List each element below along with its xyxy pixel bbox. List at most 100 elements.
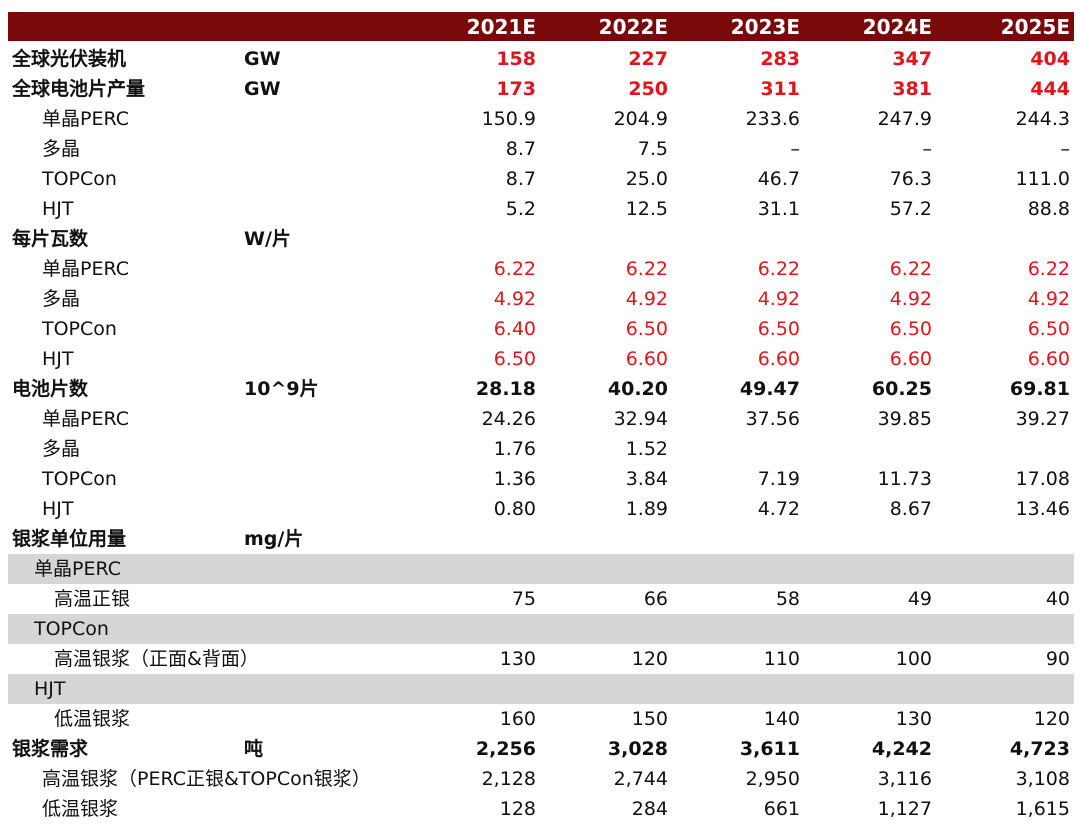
cell-2023E: 46.7 (757, 168, 800, 190)
cell-2023E: 6.22 (757, 258, 800, 280)
row-label: HJT (42, 348, 74, 370)
cell-2021E: 28.18 (475, 378, 536, 400)
cell-2025E: 90 (1045, 648, 1070, 670)
cell-2024E: 49 (907, 588, 932, 610)
header-year-2024E: 2024E (862, 15, 932, 39)
table-row: TOPCon (8, 614, 1074, 644)
cell-2021E: 8.7 (505, 138, 536, 160)
cell-2023E: 7.19 (757, 468, 800, 490)
table-row: 高温银浆（正面&背面） 130 120 110 100 90 (8, 644, 1074, 674)
cell-2025E: 244.3 (1015, 108, 1070, 130)
table-row: TOPCon 8.7 25.0 46.7 76.3 111.0 (8, 164, 1074, 194)
row-unit: mg/片 (244, 528, 304, 550)
cell-2025E: 17.08 (1015, 468, 1070, 490)
cell-2021E: 160 (499, 708, 536, 730)
cell-2021E: 4.92 (493, 288, 536, 310)
table-row: 多晶 1.76 1.52 (8, 434, 1074, 464)
cell-2022E: 6.60 (625, 348, 668, 370)
cell-2023E: 31.1 (757, 198, 800, 220)
table-row: 电池片数 10^9片 28.18 40.20 49.47 60.25 69.81 (8, 374, 1074, 404)
cell-2023E: 37.56 (745, 408, 800, 430)
row-label: HJT (42, 198, 74, 220)
cell-2023E: 661 (763, 798, 800, 820)
cell-2023E: 4.72 (757, 498, 800, 520)
cell-2024E: 8.67 (889, 498, 932, 520)
row-label: TOPCon (42, 318, 117, 340)
row-label: 单晶PERC (42, 408, 129, 430)
cell-2021E: 150.9 (481, 108, 536, 130)
table-row: 低温银浆 128 284 661 1,127 1,615 (8, 794, 1074, 824)
cell-2021E: 2,256 (475, 738, 536, 760)
cell-2021E: 6.50 (493, 348, 536, 370)
cell-2022E: 25.0 (625, 168, 668, 190)
table-row: 单晶PERC 6.22 6.22 6.22 6.22 6.22 (8, 254, 1074, 284)
cell-2023E: 311 (760, 78, 800, 100)
cell-2022E: 250 (628, 78, 668, 100)
cell-2023E: 2,950 (745, 768, 800, 790)
table-row: 银浆需求 吨 2,256 3,028 3,611 4,242 4,723 (8, 734, 1074, 764)
cell-2022E: 2,744 (613, 768, 668, 790)
cell-2023E: 110 (763, 648, 800, 670)
cell-2023E: 140 (763, 708, 800, 730)
cell-2024E: 57.2 (889, 198, 932, 220)
cell-2023E: 49.47 (739, 378, 800, 400)
cell-2025E: 6.22 (1027, 258, 1070, 280)
table-row: 高温正银 75 66 58 49 40 (8, 584, 1074, 614)
cell-2021E: 2,128 (481, 768, 536, 790)
cell-2024E: – (922, 138, 933, 160)
cell-2021E: 128 (499, 798, 536, 820)
cell-2022E: 1.52 (625, 438, 668, 460)
cell-2024E: 100 (895, 648, 932, 670)
cell-2022E: 12.5 (625, 198, 668, 220)
table-row: 多晶 4.92 4.92 4.92 4.92 4.92 (8, 284, 1074, 314)
table-row: 每片瓦数 W/片 (8, 224, 1074, 254)
cell-2024E: 3,116 (877, 768, 932, 790)
cell-2022E: 284 (631, 798, 668, 820)
table-row: HJT 6.50 6.60 6.60 6.60 6.60 (8, 344, 1074, 374)
table-row: 全球电池片产量 GW 173 250 311 381 444 (8, 74, 1074, 104)
cell-2025E: 404 (1030, 48, 1070, 70)
row-label: 单晶PERC (42, 108, 129, 130)
cell-2022E: 204.9 (613, 108, 668, 130)
cell-2021E: 8.7 (505, 168, 536, 190)
table-row: HJT 5.2 12.5 31.1 57.2 88.8 (8, 194, 1074, 224)
cell-2022E: 32.94 (613, 408, 668, 430)
cell-2023E: 6.50 (757, 318, 800, 340)
row-label: 多晶 (42, 438, 81, 460)
cell-2021E: 5.2 (505, 198, 536, 220)
row-label: 高温银浆（PERC正银&TOPCon银浆） (42, 768, 371, 790)
row-label: 单晶PERC (42, 258, 129, 280)
row-label: 全球电池片产量 (12, 78, 146, 100)
cell-2025E: 39.27 (1015, 408, 1070, 430)
cell-2024E: 39.85 (877, 408, 932, 430)
cell-2022E: 3,028 (607, 738, 668, 760)
table-row: 多晶 8.7 7.5 – – – (8, 134, 1074, 164)
cell-2025E: 3,108 (1015, 768, 1070, 790)
row-label: 高温银浆（正面&背面） (54, 648, 259, 670)
cell-2024E: 76.3 (889, 168, 932, 190)
cell-2021E: 173 (496, 78, 536, 100)
row-label: 多晶 (42, 138, 81, 160)
row-unit: GW (244, 78, 281, 100)
cell-2025E: 13.46 (1015, 498, 1070, 520)
row-unit: W/片 (244, 228, 291, 250)
cell-2024E: 6.22 (889, 258, 932, 280)
cell-2025E: 444 (1030, 78, 1070, 100)
cell-2023E: 283 (760, 48, 800, 70)
cell-2024E: 11.73 (877, 468, 932, 490)
table-row: 单晶PERC (8, 554, 1074, 584)
table-row: 低温银浆 160 150 140 130 120 (8, 704, 1074, 734)
cell-2021E: 24.26 (481, 408, 536, 430)
cell-2024E: 381 (892, 78, 932, 100)
cell-2025E: – (1060, 138, 1071, 160)
cell-2022E: 227 (628, 48, 668, 70)
cell-2024E: 6.50 (889, 318, 932, 340)
cell-2023E: 6.60 (757, 348, 800, 370)
cell-2021E: 75 (511, 588, 536, 610)
cell-2021E: 130 (499, 648, 536, 670)
cell-2024E: 60.25 (871, 378, 932, 400)
table-row: 全球光伏装机 GW 158 227 283 347 404 (8, 44, 1074, 74)
table-row: TOPCon 6.40 6.50 6.50 6.50 6.50 (8, 314, 1074, 344)
table-row: TOPCon 1.36 3.84 7.19 11.73 17.08 (8, 464, 1074, 494)
cell-2023E: 4.92 (757, 288, 800, 310)
